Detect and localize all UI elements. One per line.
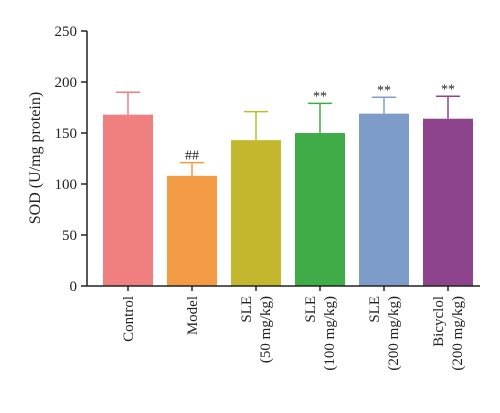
significance-label: ##	[185, 149, 199, 164]
significance-label: **	[377, 83, 391, 98]
x-tick-label: Model	[185, 296, 201, 335]
x-tick-label-line1: SLE	[239, 296, 255, 323]
bar	[359, 113, 409, 287]
x-tick-label: SLE (200 mg/kg)	[367, 296, 402, 371]
x-tick-label: Bicyclol (200 mg/kg)	[431, 296, 466, 371]
y-axis-label: SOD (U/mg protein)	[27, 92, 44, 224]
x-tick-label-line2: (200 mg/kg)	[386, 296, 402, 371]
x-tick-label: Control	[121, 296, 137, 342]
y-axis: 0 50 100 150 200 250	[55, 24, 88, 295]
y-tick-label: 100	[55, 177, 78, 193]
x-tick-label-line1: SLE	[367, 296, 383, 323]
x-tick-label: SLE (100 mg/kg)	[303, 296, 338, 371]
y-tick-label: 50	[62, 228, 77, 244]
y-tick-label: 0	[70, 279, 78, 295]
bar	[423, 118, 473, 286]
significance-label: **	[313, 89, 327, 104]
x-tick-label-line2: (50 mg/kg)	[258, 296, 274, 363]
bar	[295, 133, 345, 286]
x-tick-label-line2: (200 mg/kg)	[450, 296, 466, 371]
y-tick-label: 150	[55, 126, 78, 142]
x-tick-label-line1: Control	[121, 296, 137, 342]
x-tick-label-line1: Bicyclol	[431, 296, 447, 347]
x-tick-label-line1: SLE	[303, 296, 319, 323]
significance-label: **	[441, 82, 455, 97]
y-tick-label: 250	[55, 24, 78, 40]
bar	[167, 175, 217, 286]
x-tick-label-line2: (100 mg/kg)	[322, 296, 338, 371]
y-tick-label: 200	[55, 75, 78, 91]
bars: ## ** ** **	[103, 82, 473, 287]
bar	[103, 114, 153, 286]
x-tick-label: SLE (50 mg/kg)	[239, 296, 274, 363]
bar	[231, 140, 281, 286]
x-axis: Control Model SLE (50 mg/kg) SLE (100 mg/kg) S…	[87, 285, 480, 371]
x-tick-label-line1: Model	[185, 296, 201, 335]
